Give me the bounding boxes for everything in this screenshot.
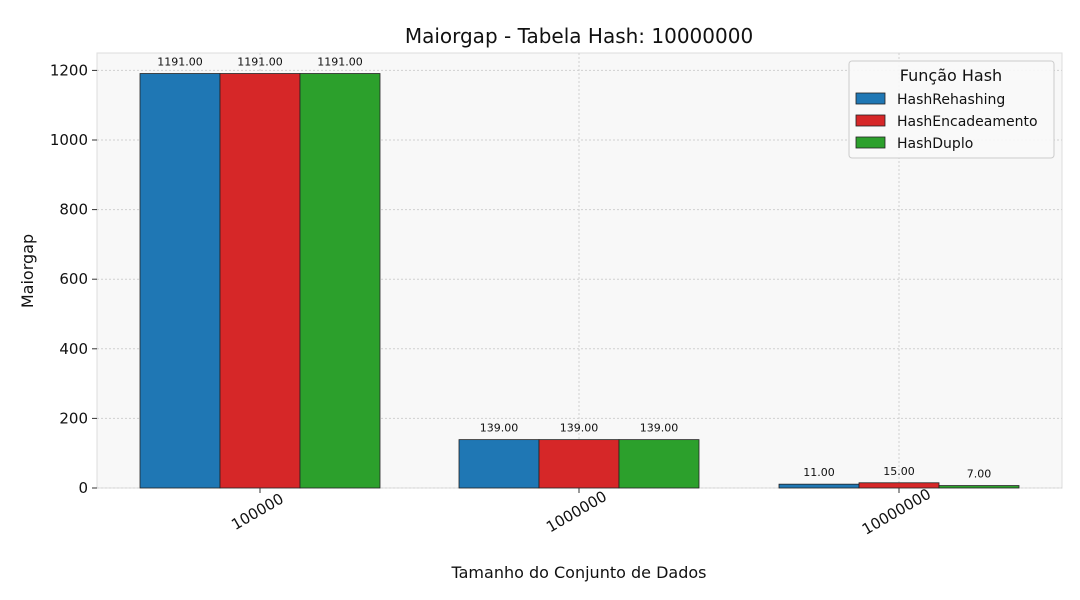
chart-title: Maiorgap - Tabela Hash: 10000000 [405,24,753,48]
x-axis-label: Tamanho do Conjunto de Dados [451,563,707,582]
bar-hashencadeamento-10000000 [858,482,940,489]
data-label: 1191.00 [157,56,203,69]
data-labels: 1191.00 139.00 11.00 1191.00 139.00 15.00 1191… [157,56,991,481]
bar-hashencadeamento-100000 [219,73,301,489]
legend-label: HashRehashing [897,92,1005,108]
bar-hashrehashing-10000000 [778,483,860,489]
legend-label: HashDuplo [897,136,973,152]
y-tick-label: 1200 [50,61,88,79]
y-axis: 0 200 400 600 800 1000 1200 [50,61,97,497]
data-label: 139.00 [560,422,599,435]
bar-hashduplo-1000000 [618,439,700,489]
bar-hashduplo-10000000 [938,485,1020,489]
legend-swatch [855,136,886,149]
legend-swatch [855,114,886,127]
x-tick-label: 100000 [228,490,287,534]
data-label: 1191.00 [237,56,283,69]
bar-hashencadeamento-1000000 [538,439,620,489]
legend-swatch [855,92,886,105]
y-tick-label: 400 [59,340,88,358]
data-label: 7.00 [967,468,992,481]
legend-label: HashEncadeamento [897,114,1038,130]
bar-hashrehashing-1000000 [458,439,540,489]
bar-hashrehashing-100000 [139,73,221,489]
y-tick-label: 0 [78,479,88,497]
y-tick-label: 800 [59,201,88,219]
legend-title: Função Hash [900,66,1002,85]
x-axis: 100000 1000000 10000000 [228,485,934,539]
data-label: 139.00 [640,422,679,435]
bar-hashduplo-100000 [299,73,381,489]
data-label: 11.00 [803,466,835,479]
y-tick-label: 200 [59,409,88,427]
data-label: 139.00 [480,422,519,435]
x-tick-label: 10000000 [859,485,934,539]
bars [139,73,1020,489]
legend-box [848,60,1055,159]
y-tick-label: 1000 [50,131,88,149]
y-axis-label: Maiorgap [18,234,37,308]
x-tick-label: 1000000 [543,487,610,536]
data-label: 1191.00 [317,56,363,69]
data-label: 15.00 [883,465,915,478]
y-tick-label: 600 [59,270,88,288]
legend: Função Hash HashRehashing HashEncadeament… [848,60,1055,159]
